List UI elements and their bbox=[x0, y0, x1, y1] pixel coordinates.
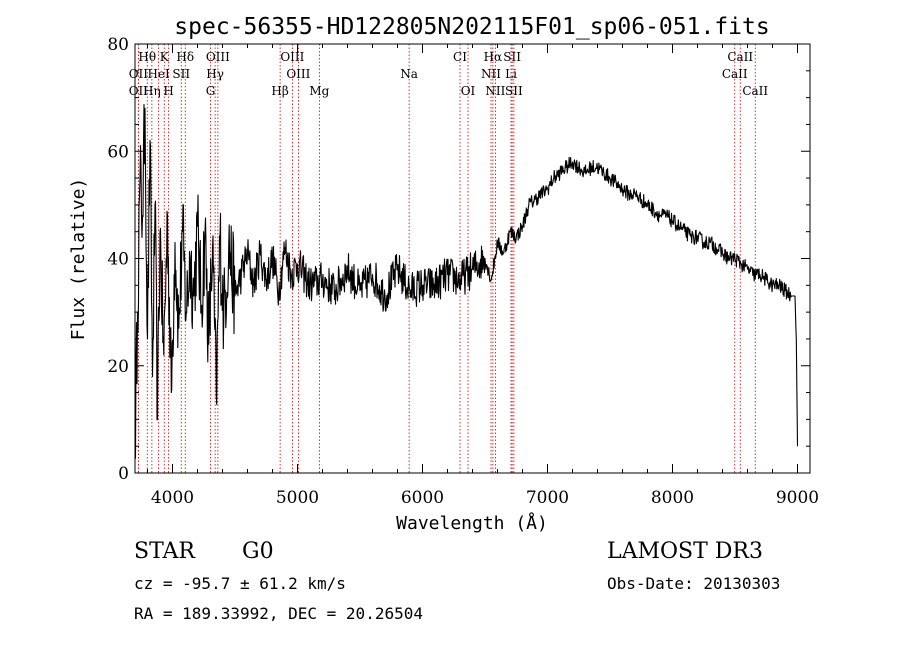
spectral-subclass: G0 bbox=[242, 539, 274, 564]
emission-line-label: SII bbox=[505, 84, 523, 98]
y-tick-label: 0 bbox=[118, 464, 129, 484]
chart-title: spec-56355-HD122805N202115F01_sp06-051.f… bbox=[174, 14, 769, 40]
emission-line-label: Hβ bbox=[271, 84, 288, 98]
emission-line-label: SII bbox=[172, 67, 190, 81]
emission-line-label: NII bbox=[481, 67, 501, 81]
emission-line-label: Hθ bbox=[138, 50, 156, 64]
emission-line-label: CaII bbox=[742, 84, 768, 98]
survey-name: LAMOST DR3 bbox=[607, 539, 763, 564]
emission-line-label: Hα bbox=[484, 50, 503, 64]
sky-coordinates: RA = 189.33992, DEC = 20.26504 bbox=[134, 604, 423, 623]
emission-line-label: OIII bbox=[286, 67, 310, 81]
y-tick-label: 40 bbox=[107, 250, 129, 270]
emission-line-label: G bbox=[206, 84, 216, 98]
x-tick-label: 4000 bbox=[151, 488, 194, 508]
emission-line-label: K bbox=[160, 50, 170, 64]
emission-line-label: Na bbox=[400, 67, 418, 81]
emission-line-label: CI bbox=[453, 50, 467, 64]
emission-line-label: NII bbox=[485, 84, 505, 98]
emission-line-label: CaII bbox=[722, 67, 748, 81]
x-tick-label: 6000 bbox=[401, 488, 444, 508]
emission-line-label: Hγ bbox=[206, 67, 224, 81]
y-tick-label: 80 bbox=[107, 35, 129, 55]
emission-line-label: H bbox=[163, 84, 173, 98]
emission-line-label: OII bbox=[129, 67, 149, 81]
redshift-velocity: cz = -95.7 ± 61.2 km/s bbox=[134, 574, 346, 593]
x-tick-label: 5000 bbox=[276, 488, 319, 508]
emission-line-label: HeI bbox=[147, 67, 170, 81]
emission-line-label: OIII bbox=[206, 50, 230, 64]
emission-line-label: Hδ bbox=[176, 50, 194, 64]
emission-line-label: CaII bbox=[727, 50, 753, 64]
emission-line-label: OI bbox=[461, 84, 476, 98]
emission-line-label: Mg bbox=[309, 84, 329, 98]
emission-line-label: OII bbox=[129, 84, 149, 98]
emission-line-label: Li bbox=[505, 67, 517, 81]
observation-date: Obs-Date: 20130303 bbox=[607, 574, 781, 593]
x-tick-label: 9000 bbox=[776, 488, 819, 508]
emission-line-label: SII bbox=[503, 50, 521, 64]
x-tick-label: 7000 bbox=[526, 488, 569, 508]
emission-line-label: OIII bbox=[280, 50, 304, 64]
y-tick-label: 20 bbox=[107, 357, 129, 377]
object-class: STAR bbox=[134, 539, 195, 564]
flux-series-line bbox=[134, 103, 799, 459]
y-tick-label: 60 bbox=[107, 142, 129, 162]
x-axis-label: Wavelength (Å) bbox=[396, 512, 548, 534]
y-axis-label: Flux (relative) bbox=[68, 178, 89, 341]
axis-tick-labels: 4000 5000 6000 7000 8000 9000 0 20 40 60 80 bbox=[107, 35, 819, 508]
emission-line-label: Hη bbox=[143, 84, 161, 98]
x-tick-label: 8000 bbox=[651, 488, 694, 508]
